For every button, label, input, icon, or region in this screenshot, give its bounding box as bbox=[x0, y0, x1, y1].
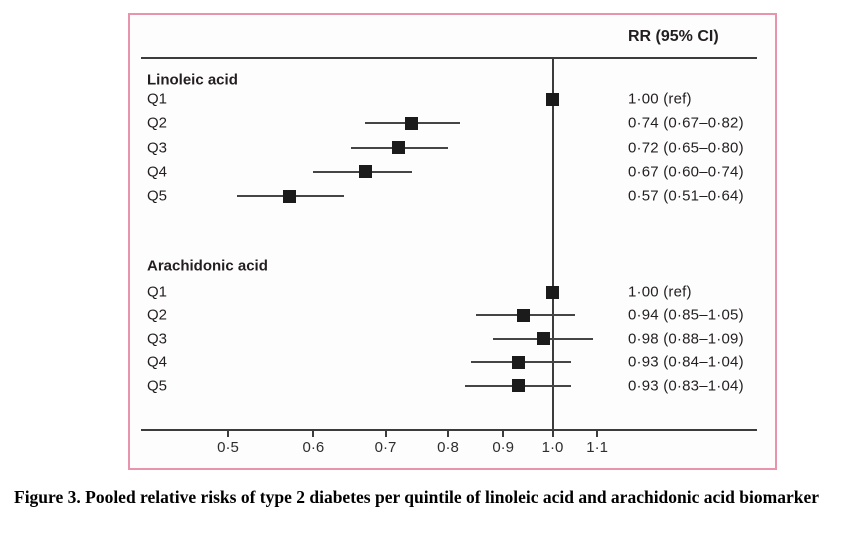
rr-point-marker bbox=[512, 355, 526, 369]
quintile-label: Q1 bbox=[147, 90, 168, 108]
reference-line bbox=[551, 57, 554, 429]
x-axis-tick-mark bbox=[551, 431, 554, 437]
rr-ci-value: 0·72 (0·65–0·80) bbox=[628, 139, 744, 156]
rr-point-marker bbox=[546, 92, 559, 106]
figure-caption: Figure 3. Pooled relative risks of type … bbox=[14, 487, 819, 507]
quintile-label: Q4 bbox=[147, 163, 168, 181]
x-axis-tick-label: 0·5 bbox=[217, 439, 239, 456]
rr-point-marker bbox=[546, 285, 559, 299]
quintile-label: Q2 bbox=[147, 114, 168, 132]
rr-ci-value: 0·57 (0·51–0·64) bbox=[628, 187, 744, 205]
rr-ci-value: 0·93 (0·83–1·04) bbox=[628, 377, 744, 395]
rr-point-marker bbox=[358, 165, 372, 179]
x-axis-tick-label: 0·9 bbox=[492, 439, 515, 456]
column-header-rr-ci: RR (95% CI) bbox=[628, 28, 719, 45]
group-header: Arachidonic acid bbox=[147, 257, 268, 275]
rr-point-marker bbox=[517, 308, 531, 322]
x-axis-tick-label: 0·6 bbox=[302, 439, 325, 456]
x-axis-tick-label: 1·0 bbox=[541, 439, 564, 456]
quintile-label: Q2 bbox=[147, 306, 168, 324]
x-axis-tick-label: 1·1 bbox=[586, 439, 608, 456]
x-axis-tick-mark bbox=[384, 431, 387, 437]
rr-ci-value: 1·00 (ref) bbox=[628, 283, 692, 301]
rr-ci-value: 0·74 (0·67–0·82) bbox=[628, 114, 744, 132]
rr-ci-value: 1·00 (ref) bbox=[628, 90, 692, 108]
rr-ci-value: 0·67 (0·60–0·74) bbox=[628, 163, 744, 181]
group-header: Linoleic acid bbox=[147, 71, 238, 89]
rr-point-marker bbox=[536, 332, 550, 346]
x-axis-tick-mark bbox=[596, 431, 599, 437]
quintile-label: Q5 bbox=[147, 187, 168, 205]
quintile-label: Q4 bbox=[147, 353, 168, 371]
x-axis-tick-mark bbox=[226, 431, 229, 437]
quintile-label: Q3 bbox=[147, 139, 168, 156]
x-axis-tick-label: 0·7 bbox=[374, 439, 397, 456]
rr-point-marker bbox=[392, 141, 406, 154]
rr-point-marker bbox=[512, 379, 526, 393]
header-rule bbox=[141, 57, 757, 59]
rr-ci-value: 0·94 (0·85–1·05) bbox=[628, 306, 744, 324]
quintile-label: Q5 bbox=[147, 377, 168, 395]
x-axis-tick-mark bbox=[312, 431, 315, 437]
x-axis-tick-mark bbox=[502, 431, 505, 437]
quintile-label: Q1 bbox=[147, 283, 168, 301]
rr-ci-value: 0·93 (0·84–1·04) bbox=[628, 353, 744, 371]
rr-ci-value: 0·98 (0·88–1·09) bbox=[628, 330, 744, 348]
rr-point-marker bbox=[405, 116, 419, 130]
x-axis-tick-label: 0·8 bbox=[437, 439, 459, 456]
rr-point-marker bbox=[282, 189, 296, 203]
figure-frame: RR (95% CI) Linoleic acid Q1 1·00 (ref) Q2 0… bbox=[128, 13, 777, 470]
quintile-label: Q3 bbox=[147, 330, 168, 348]
x-axis-line bbox=[141, 429, 757, 431]
x-axis-tick-mark bbox=[447, 431, 450, 437]
